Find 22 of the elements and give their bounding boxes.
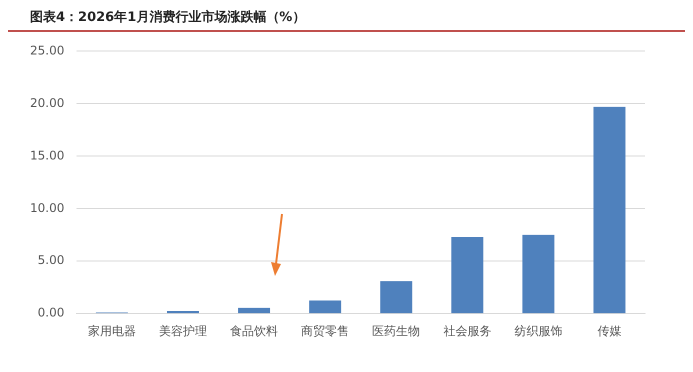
x-tick-label: 纺织服饰: [514, 324, 562, 338]
bar: [238, 308, 270, 314]
bar: [166, 310, 199, 314]
x-tick-label: 美容护理: [158, 324, 207, 338]
y-tick-label: 20.00: [30, 96, 64, 110]
y-tick-label: 25.00: [30, 43, 64, 58]
y-tick-label: 5.00: [38, 253, 64, 268]
bar: [380, 281, 412, 314]
bar: [593, 106, 626, 314]
x-tick-label: 医药生物: [372, 324, 420, 338]
chart-title: 图表4：2026年1月消费行业市场涨跌幅（%）: [29, 8, 306, 27]
x-tick-label: 社会服务: [443, 324, 492, 338]
x-tick-label: 商贸零售: [301, 324, 350, 338]
y-tick-label: 15.00: [30, 148, 64, 162]
x-tick-label: 家用电器: [88, 324, 136, 338]
x-tick-label: 食品饮料: [230, 324, 278, 338]
bar: [451, 236, 484, 314]
y-tick-label: 10.00: [30, 200, 64, 215]
y-tick-label: 0.00: [38, 306, 64, 320]
x-tick-label: 传媒: [597, 324, 622, 338]
bar: [309, 300, 342, 314]
bar: [522, 234, 554, 314]
